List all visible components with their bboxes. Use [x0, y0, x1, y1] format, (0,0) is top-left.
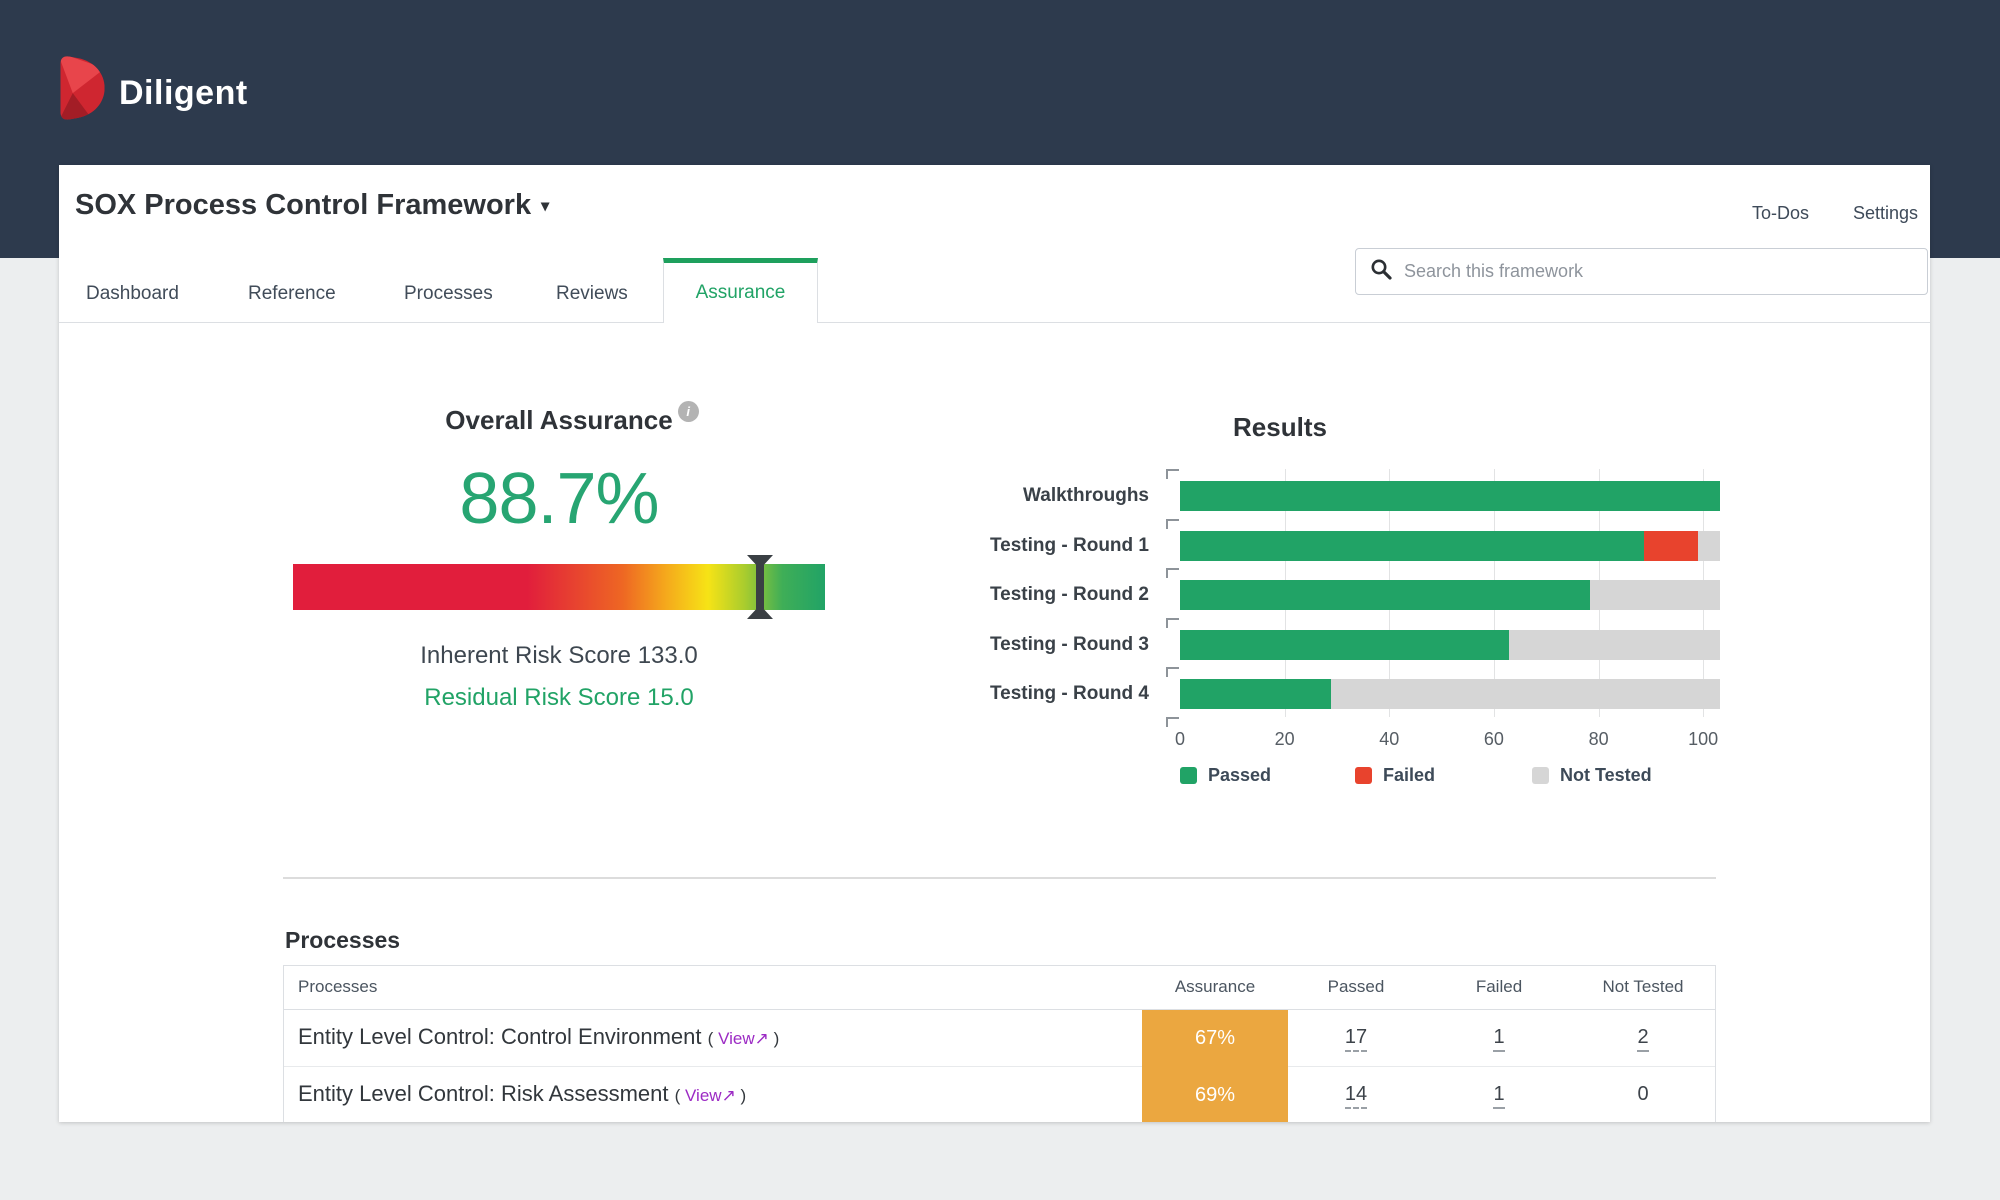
category-label: Walkthroughs: [1023, 485, 1149, 506]
col-header-assurance: Assurance: [1174, 977, 1256, 996]
assurance-cell: 67%: [1142, 1010, 1288, 1067]
bar-segment-passed: [1180, 530, 1645, 561]
category-label: Testing - Round 4: [989, 683, 1149, 705]
legend-item-failed[interactable]: Failed: [1355, 765, 1435, 786]
results-category-labels: Walkthroughs Testing - Round 1 Testing - R…: [939, 469, 1167, 717]
bar-segment-passed: [1180, 580, 1591, 611]
process-name: Entity Level Control: Control Environmen…: [298, 1024, 702, 1049]
diligent-logo[interactable]: Diligent: [57, 52, 248, 129]
info-icon[interactable]: i: [677, 401, 699, 422]
results-title: Results: [1233, 412, 1327, 442]
table-row: Entity Level Control: Control Environmen…: [284, 1010, 1715, 1067]
framework-search[interactable]: [1355, 248, 1928, 295]
inherent-risk-score: Inherent Risk Score 133.0: [420, 642, 698, 669]
assurance-gauge: [293, 555, 825, 619]
search-icon: [1370, 258, 1392, 285]
bar-segment-passed: [1180, 481, 1720, 511]
axis-tick: [1166, 667, 1179, 677]
bar-segment-not-tested: [1698, 530, 1720, 561]
axis-tick: [1166, 568, 1179, 578]
legend-swatch: [1180, 767, 1197, 784]
x-tick-label: 60: [1483, 729, 1504, 749]
axis-tick: [1166, 518, 1179, 529]
external-link-icon: ↗: [754, 1029, 769, 1048]
failed-cell: 1: [1439, 1083, 1559, 1109]
processes-table-header: Processes Assurance Passed Failed Not Te…: [284, 966, 1715, 1010]
section-divider: [283, 877, 1716, 879]
category-label: Testing - Round 3: [989, 633, 1149, 655]
overall-assurance-value: 88.7%: [459, 459, 659, 539]
axis-tick: [1166, 469, 1179, 479]
bar-segment-not-tested: [1509, 629, 1720, 660]
assurance-gauge-marker: [747, 555, 774, 619]
tab-assurance[interactable]: Assurance: [663, 258, 818, 323]
x-tick-label: 80: [1588, 729, 1609, 749]
failed-cell: 1: [1439, 1026, 1559, 1052]
not-tested-cell: 2: [1573, 1026, 1713, 1052]
processes-table: Processes Assurance Passed Failed Not Te…: [283, 965, 1716, 1122]
table-row: Entity Level Control: Risk Assessment ( …: [284, 1067, 1715, 1122]
category-label: Testing - Round 1: [989, 534, 1149, 556]
legend-label: Passed: [1208, 765, 1272, 785]
bar-segment-failed: [1644, 530, 1699, 561]
external-link-icon: ↗: [721, 1086, 736, 1105]
not-tested-cell: 0: [1637, 1083, 1649, 1105]
results-legend: Passed Failed Not Tested: [1180, 765, 1780, 795]
assurance-gauge-gradient: [293, 564, 825, 610]
legend-swatch: [1355, 767, 1372, 784]
category-label: Testing - Round 2: [989, 584, 1149, 606]
axis-tick: [1166, 617, 1179, 628]
col-header-not-tested: Not Tested: [1602, 977, 1684, 996]
col-header-passed: Passed: [1327, 977, 1385, 996]
todos-link[interactable]: To-Dos: [1751, 203, 1809, 223]
tab-processes[interactable]: Processes: [404, 283, 493, 304]
stacked-bar: [1180, 679, 1720, 710]
legend-swatch: [1532, 767, 1549, 784]
process-name: Entity Level Control: Risk Assessment: [298, 1081, 669, 1106]
tabs-divider: [59, 322, 1930, 323]
page-title: SOX Process Control Framework ▾: [75, 189, 550, 221]
framework-card: SOX Process Control Framework ▾ To-Dos Se…: [59, 165, 1930, 1122]
passed-cell: 14: [1296, 1083, 1416, 1109]
bar-segment-not-tested: [1331, 679, 1720, 710]
residual-risk-score: Residual Risk Score 15.0: [424, 684, 694, 711]
caret-down-icon[interactable]: ▾: [541, 198, 550, 216]
bar-segment-passed: [1180, 629, 1510, 660]
assurance-cell: 69%: [1142, 1067, 1288, 1122]
bar-segment-not-tested: [1590, 580, 1720, 611]
stacked-bar: [1180, 481, 1720, 511]
search-input[interactable]: [1404, 261, 1884, 282]
overall-assurance-panel: Overall Assurance i 88.7% Inherent Risk …: [293, 401, 825, 712]
settings-link[interactable]: Settings: [1852, 203, 1918, 223]
legend-item-not-tested[interactable]: Not Tested: [1532, 765, 1652, 786]
x-tick-label: 0: [1174, 729, 1185, 749]
card-top-links: To-Dos Settings: [1752, 203, 1918, 224]
processes-section-title: Processes: [285, 927, 401, 953]
col-header-processes: Processes: [298, 977, 378, 996]
tab-reference[interactable]: Reference: [248, 283, 336, 304]
passed-cell: 17: [1296, 1026, 1416, 1052]
x-tick-label: 100: [1688, 729, 1719, 749]
overall-assurance-title: Overall Assurance i: [445, 401, 699, 436]
tab-reviews[interactable]: Reviews: [556, 283, 628, 304]
legend-label: Not Tested: [1560, 765, 1652, 785]
stacked-bar: [1180, 530, 1720, 561]
stacked-bar: [1180, 629, 1720, 660]
results-plot: [1166, 469, 1720, 727]
axis-tick: [1166, 716, 1179, 727]
brand-name: Diligent: [119, 74, 248, 112]
legend-item-passed[interactable]: Passed: [1180, 765, 1271, 786]
results-x-axis: 0 20 40 60 80 100: [1175, 729, 1740, 753]
tab-dashboard[interactable]: Dashboard: [86, 283, 179, 304]
stacked-bar: [1180, 580, 1720, 611]
bar-segment-passed: [1180, 679, 1332, 710]
x-tick-label: 20: [1274, 729, 1295, 749]
diligent-logo-icon: [57, 52, 105, 129]
col-header-failed: Failed: [1475, 977, 1523, 996]
view-link[interactable]: View↗: [718, 1029, 769, 1048]
x-tick-label: 40: [1379, 729, 1400, 749]
view-link[interactable]: View↗: [685, 1086, 736, 1105]
legend-label: Failed: [1383, 765, 1436, 785]
